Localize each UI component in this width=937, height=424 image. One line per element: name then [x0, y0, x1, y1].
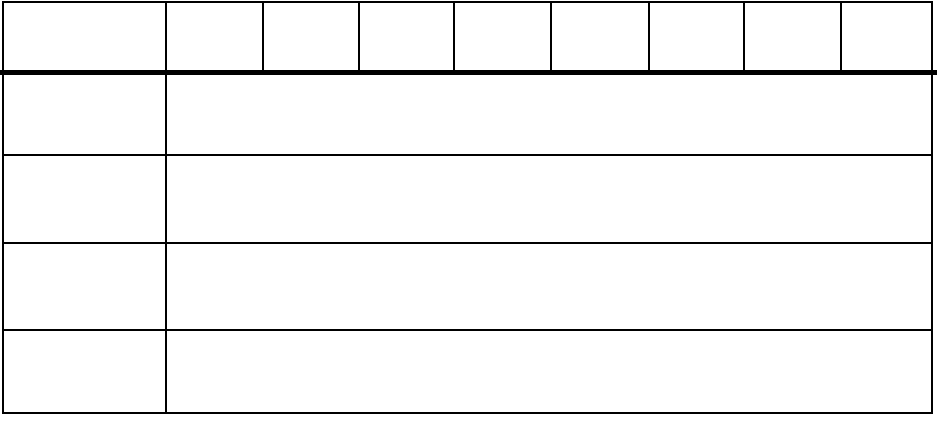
header-cell-0: [2, 1, 167, 72]
table-row: [2, 242, 933, 331]
row-label-cell: [2, 329, 167, 414]
header-cell-7: [743, 1, 842, 72]
header-cell-6: [648, 1, 745, 72]
table-row: [2, 329, 933, 414]
header-cell-4: [453, 1, 552, 72]
row-content-cell: [165, 329, 933, 414]
header-cell-1: [165, 1, 264, 72]
row-label-cell: [2, 154, 167, 244]
header-cell-5: [550, 1, 650, 72]
table-header-row: [2, 1, 933, 72]
header-cell-3: [358, 1, 455, 72]
header-cell-8: [840, 1, 933, 72]
row-content-cell: [165, 242, 933, 331]
header-divider-rule: [0, 70, 937, 75]
row-label-cell: [2, 70, 167, 156]
table-row: [2, 154, 933, 244]
row-content-cell: [165, 154, 933, 244]
table-row: [2, 70, 933, 156]
blank-table: [2, 1, 933, 414]
header-cell-2: [262, 1, 360, 72]
row-label-cell: [2, 242, 167, 331]
row-content-cell: [165, 70, 933, 156]
